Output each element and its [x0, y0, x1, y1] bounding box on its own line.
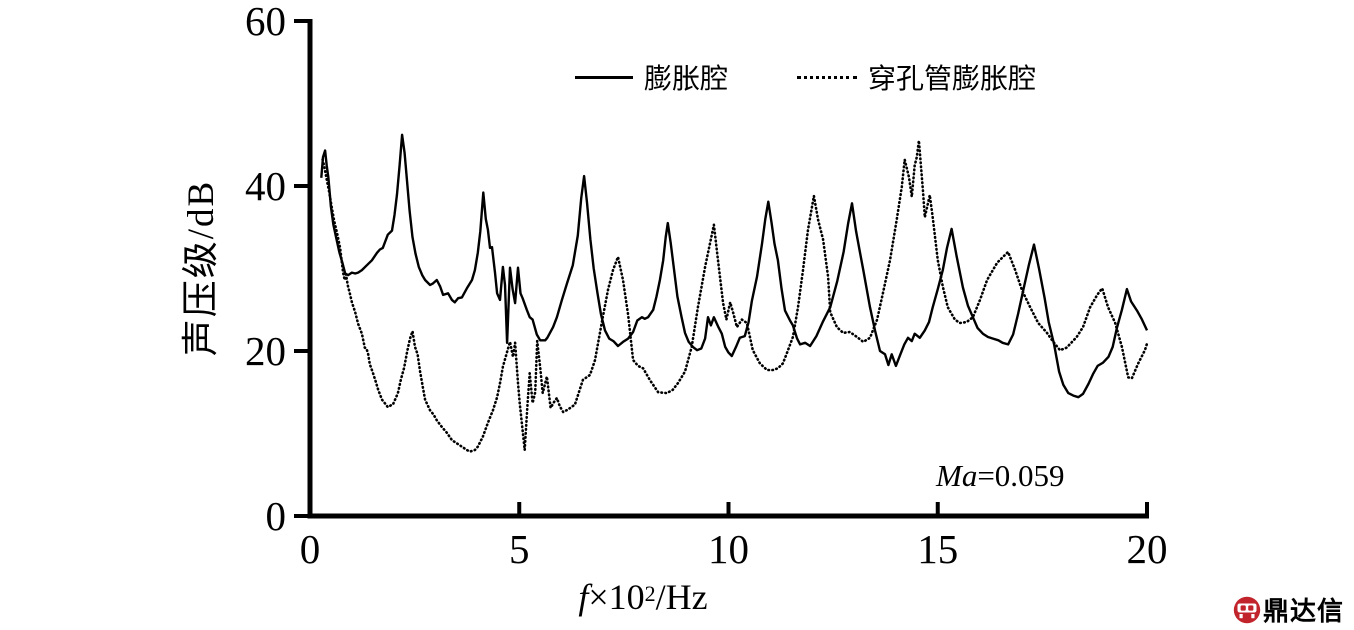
x-title-exponent: 2 — [644, 581, 656, 606]
mach-number-annotation: Ma=0.059 — [936, 458, 1065, 494]
x-tick-label: 15 — [917, 526, 958, 572]
mach-symbol: Ma — [936, 458, 978, 493]
legend-item-dotted: 穿孔管膨胀腔 — [797, 57, 1036, 97]
watermark-text: 鼎达信 — [1263, 596, 1345, 626]
y-tick-label: 20 — [245, 328, 286, 374]
x-title-f: f — [578, 577, 589, 617]
x-title-mid: ×10 — [588, 577, 645, 617]
x-title-unit: /Hz — [655, 577, 708, 617]
mach-value: =0.059 — [977, 458, 1065, 493]
x-axis-title: f×102/Hz — [578, 576, 707, 618]
x-tick-label: 5 — [509, 526, 530, 572]
x-tick-label: 20 — [1127, 526, 1168, 572]
watermark: 鼎达信 — [1233, 591, 1344, 628]
legend-item-solid: 膨胀腔 — [575, 57, 728, 97]
y-axis-title: 声压级/dB — [181, 179, 222, 357]
dingdaxin-logo-icon — [1233, 596, 1261, 623]
y-tick-label: 40 — [245, 163, 286, 209]
legend-label-dotted: 穿孔管膨胀腔 — [868, 64, 1037, 95]
x-tick-label: 0 — [300, 526, 321, 572]
solid-line-sample — [575, 75, 633, 79]
dotted-line-sample — [797, 75, 857, 79]
series-curve-0 — [320, 133, 1149, 399]
legend-label-solid: 膨胀腔 — [644, 64, 729, 95]
y-tick-label: 60 — [245, 0, 286, 44]
x-tick-label: 10 — [708, 526, 749, 572]
y-tick-label: 0 — [266, 493, 287, 539]
series-curve-1 — [321, 139, 1149, 453]
